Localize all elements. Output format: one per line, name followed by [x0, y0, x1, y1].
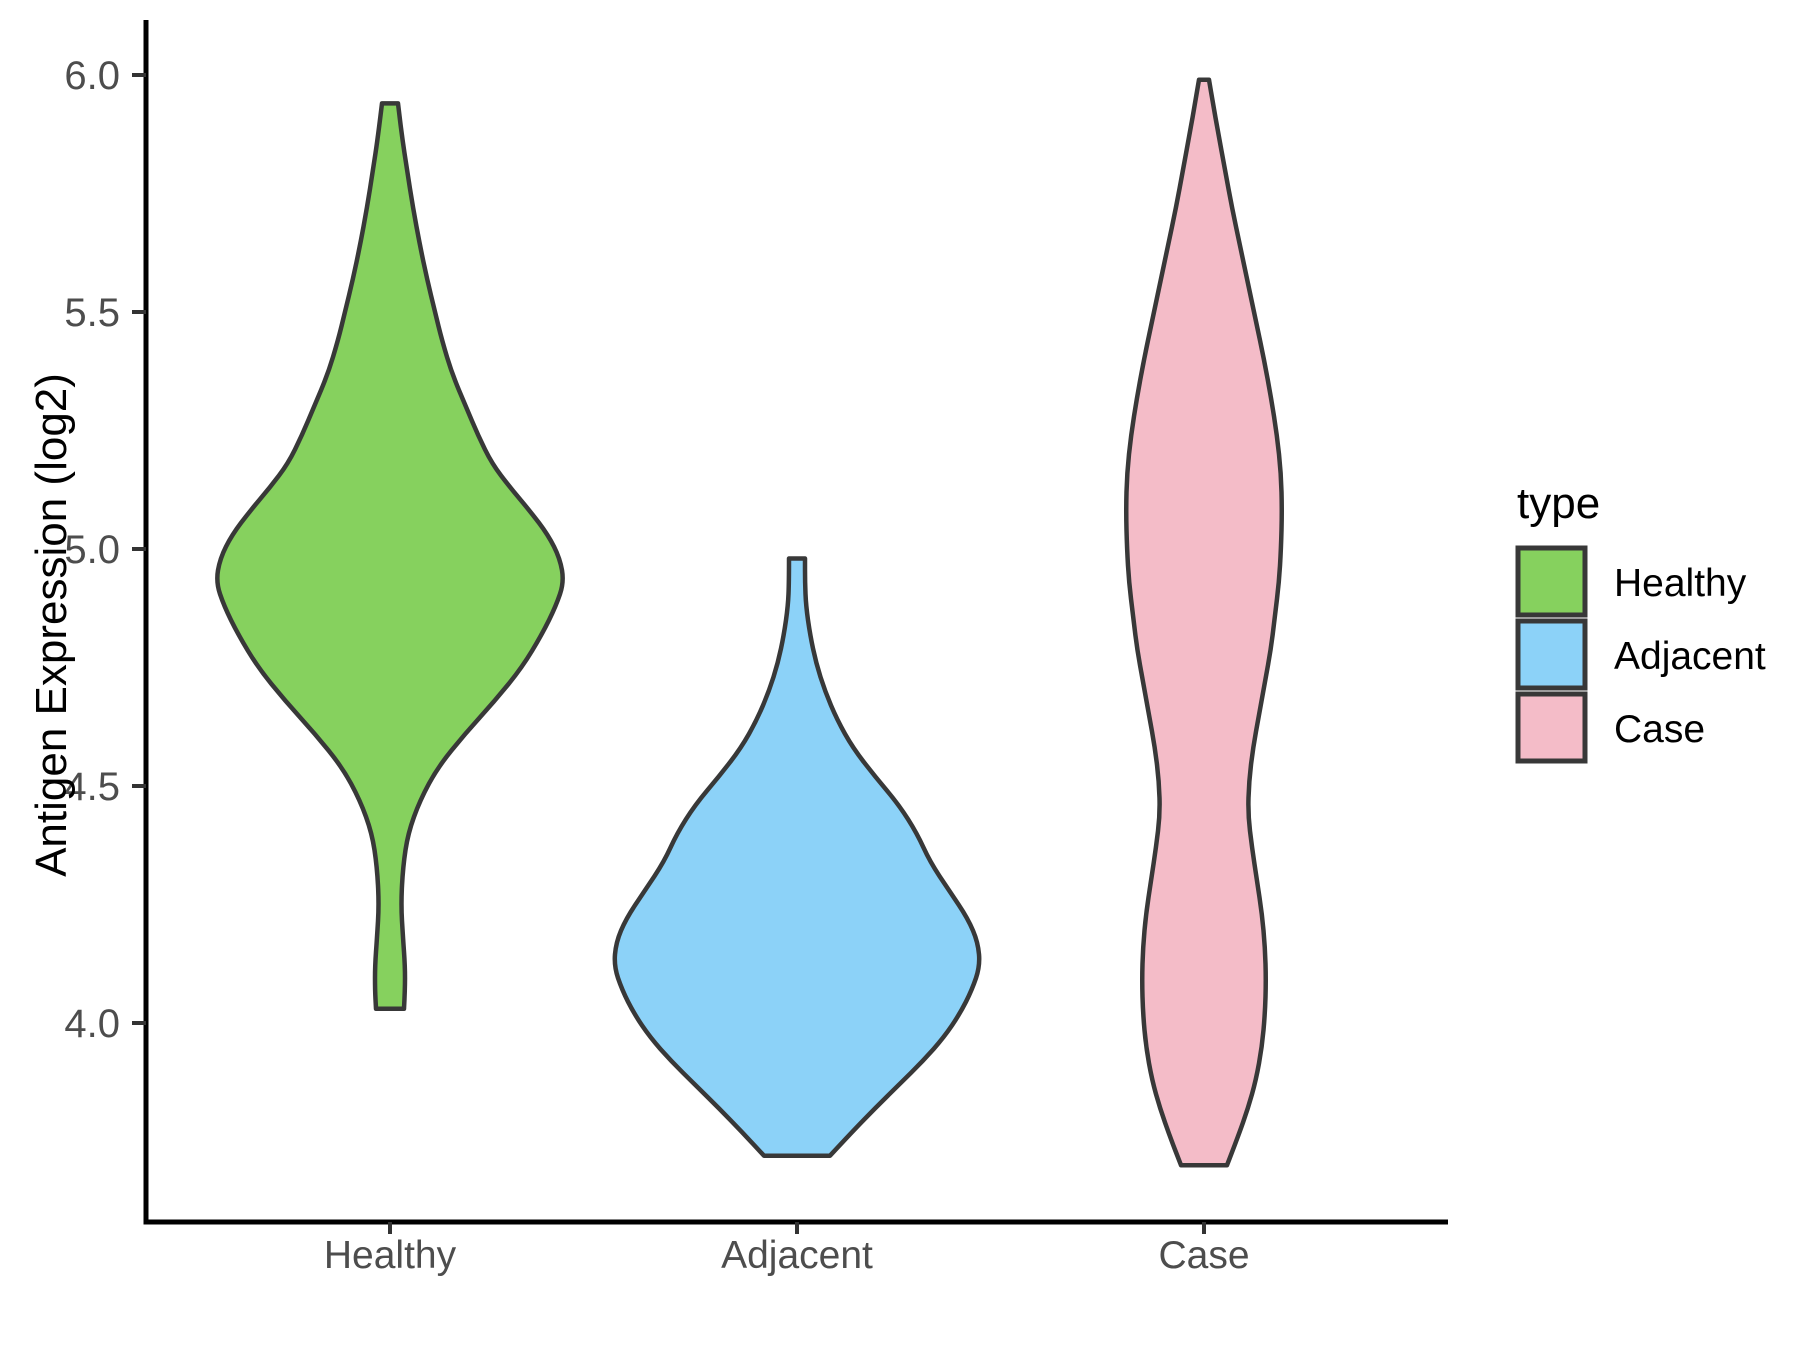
y-tick-label: 5.5	[64, 291, 120, 335]
y-axis-title: Antigen Expression (log2)	[27, 373, 76, 877]
legend-swatch-case	[1515, 691, 1588, 764]
legend-title: type	[1517, 479, 1600, 528]
y-tick-label: 6.0	[64, 54, 120, 98]
legend: type Healthy Adjacent Case	[1515, 479, 1766, 764]
x-ticks-group: Healthy Adjacent Case	[324, 1222, 1250, 1277]
y-tick-label: 4.0	[64, 1002, 120, 1046]
x-tick-label-healthy: Healthy	[324, 1234, 457, 1277]
legend-entry-healthy: Healthy	[1515, 545, 1747, 618]
legend-label-adjacent: Adjacent	[1614, 635, 1766, 678]
x-tick-label-case: Case	[1158, 1234, 1249, 1277]
violin-healthy	[215, 101, 565, 1012]
legend-swatch-healthy	[1515, 545, 1588, 618]
legend-entry-adjacent: Adjacent	[1515, 618, 1766, 691]
legend-swatch-adjacent	[1515, 618, 1588, 691]
violins-group	[215, 77, 1284, 1168]
x-axis: Healthy Adjacent Case	[143, 1219, 1448, 1277]
y-tick-label: 4.5	[64, 765, 120, 809]
violin-case	[1124, 77, 1284, 1168]
legend-label-healthy: Healthy	[1614, 562, 1747, 605]
legend-label-case: Case	[1614, 708, 1705, 751]
x-tick-label-adjacent: Adjacent	[721, 1234, 873, 1277]
y-tick-label: 5.0	[64, 528, 120, 572]
y-axis: 4.0 4.5 5.0 5.5 6.0 Antigen Expression (log2…	[27, 20, 149, 1225]
legend-entry-case: Case	[1515, 691, 1705, 764]
violin-adjacent	[612, 556, 982, 1158]
y-ticks-group: 4.0 4.5 5.0 5.5 6.0	[64, 54, 146, 1046]
